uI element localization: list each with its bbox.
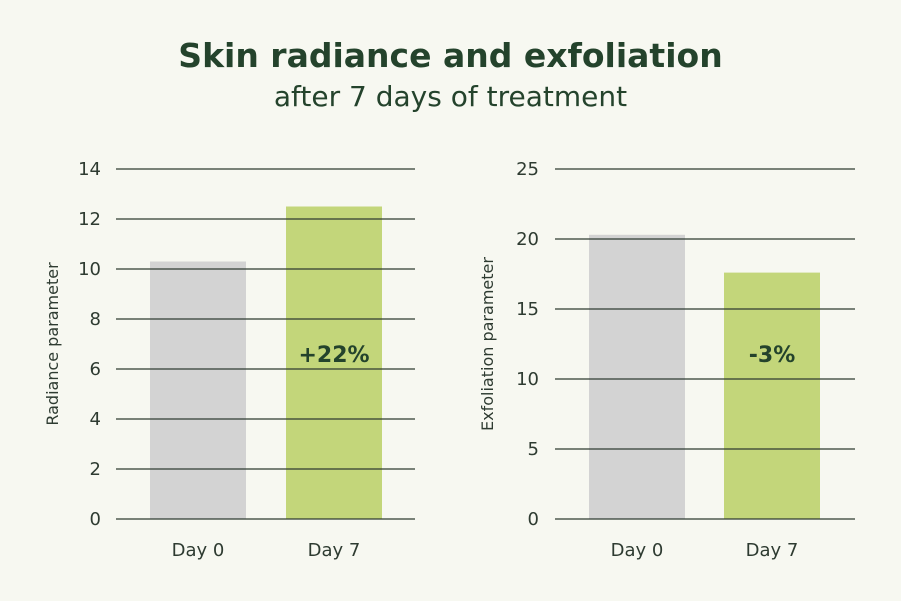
chart-1-bar-day-0 bbox=[150, 261, 246, 519]
chart-subtitle: after 7 days of treatment bbox=[273, 80, 628, 113]
chart-2-ytick-label: 10 bbox=[516, 369, 539, 390]
chart-1-bar-day-7 bbox=[286, 206, 382, 519]
chart-1-ytick-label: 8 bbox=[90, 309, 101, 330]
chart-1-ytick-label: 6 bbox=[90, 359, 101, 380]
chart-1-category-label: Day 7 bbox=[308, 540, 361, 561]
chart-2-bar-day-0 bbox=[589, 234, 685, 520]
chart-1-category-label: Day 0 bbox=[172, 540, 225, 561]
chart-1-ytick-label: 4 bbox=[90, 409, 101, 430]
chart-2-ytick-label: 5 bbox=[528, 439, 539, 460]
chart-2-ytick-label: 0 bbox=[528, 509, 539, 530]
chart-2-ytick-label: 25 bbox=[516, 159, 539, 180]
chart-1-ytick-label: 12 bbox=[78, 209, 101, 230]
chart-title: Skin radiance and exfoliation bbox=[178, 36, 723, 75]
chart-1-change-label: +22% bbox=[298, 343, 369, 368]
chart-2-ytick-label: 20 bbox=[516, 229, 539, 250]
chart-1-ytick-label: 2 bbox=[90, 459, 101, 480]
chart-1-ytick-label: 10 bbox=[78, 259, 101, 280]
chart-1-ytick-label: 0 bbox=[90, 509, 101, 530]
chart-2-category-label: Day 0 bbox=[611, 540, 664, 561]
chart-2-category-label: Day 7 bbox=[746, 540, 799, 561]
chart-2-change-label: -3% bbox=[749, 343, 795, 368]
chart-2-bar-day-7 bbox=[724, 272, 820, 519]
chart-2-ytick-label: 15 bbox=[516, 299, 539, 320]
chart-1-ytick-label: 14 bbox=[78, 159, 101, 180]
chart-2-y-axis-label: Exfoliation parameter bbox=[478, 257, 497, 431]
chart-1-y-axis-label: Radiance parameter bbox=[43, 262, 62, 426]
